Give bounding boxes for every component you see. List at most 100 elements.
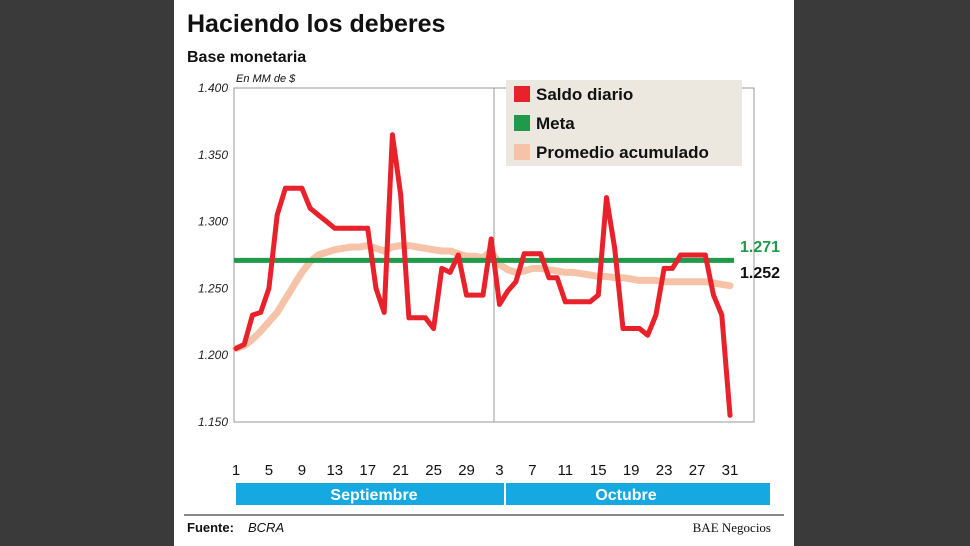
saldo-point [653,312,659,318]
saldo-point [571,299,576,305]
y-tick-label: 1.200 [198,348,228,362]
saldo-point [620,326,626,331]
saldo-point [702,252,708,258]
chart-subtitle: Base monetaria [187,49,306,66]
promedio-end-label: 1.252 [740,265,780,282]
x-tick-label: 11 [558,462,574,479]
saldo-point [340,225,346,231]
legend-label-meta: Meta [536,114,575,133]
saldo-point [719,312,725,318]
legend-swatch-saldo [514,86,530,102]
saldo-point [678,252,683,258]
saldo-point [250,312,255,318]
saldo-point [546,275,552,281]
saldo-point [694,252,700,258]
saldo-point [661,266,667,271]
legend-label-promedio: Promedio acumulado [536,143,709,162]
saldo-point [595,292,601,298]
saldo-point [365,225,371,231]
saldo-point [472,292,478,298]
saldo-point [670,266,675,271]
x-tick-label: 17 [359,462,376,479]
saldo-point [587,299,593,305]
saldo-point [406,315,412,321]
legend-box [506,80,742,166]
x-axis: 1 5 9 13 17 21 25 29 3 7 11 15 19 23 27 31 [232,462,739,479]
saldo-point [348,225,354,231]
chart-svg: Haciendo los deberes Base monetaria En M… [184,10,784,535]
saldo-point [315,212,321,218]
saldo-point [307,205,313,211]
saldo-point [513,279,519,285]
saldo-point [241,342,247,347]
x-tick-label: 29 [458,462,475,479]
x-tick-label: 23 [656,462,673,479]
saldo-point [612,245,618,251]
saldo-point [398,192,404,198]
saldo-point [390,132,395,138]
saldo-point [455,252,461,258]
x-tick-label: 25 [425,462,442,479]
saldo-point [686,252,692,258]
y-tick-label: 1.350 [198,148,228,162]
x-tick-label: 19 [623,462,640,479]
saldo-point [464,292,469,298]
legend-label-saldo: Saldo diario [536,85,633,104]
month-label-septiembre: Septiembre [330,487,417,504]
month-band-octubre [506,483,770,505]
saldo-point [562,299,568,305]
y-tick-label: 1.400 [198,81,228,95]
saldo-point [291,185,296,191]
saldo-point [497,302,502,307]
unit-note: En MM de $ [236,73,296,85]
y-tick-label: 1.150 [198,415,228,429]
y-tick-label: 1.250 [198,281,228,295]
x-tick-label: 31 [722,462,739,479]
x-tick-label: 5 [265,462,273,479]
saldo-point [431,326,436,331]
x-tick-label: 9 [298,462,306,479]
saldo-point [711,292,716,298]
legend: Saldo diario Meta Promedio acumulado [506,80,742,166]
month-label-octubre: Octubre [595,487,656,504]
source-value: BCRA [248,520,284,535]
x-tick-label: 13 [326,462,343,479]
saldo-point [266,286,272,291]
saldo-point [645,332,651,338]
saldo-point [628,326,634,331]
saldo-point [357,225,362,231]
x-tick-label: 27 [689,462,706,479]
saldo-point [373,286,379,291]
saldo-point [258,310,264,315]
x-tick-label: 7 [528,462,536,479]
y-axis: 1.150 1.200 1.250 1.300 1.350 1.400 [198,81,228,429]
saldo-point [332,225,338,231]
x-tick-label: 3 [495,462,503,479]
y-tick-label: 1.300 [198,215,228,229]
saldo-point [439,266,445,271]
meta-end-label: 1.271 [740,239,780,256]
data-points [233,132,733,418]
saldo-point [423,315,428,321]
x-tick-label: 1 [232,462,240,479]
saldo-point [554,275,560,281]
saldo-point [233,346,239,351]
brand-logo: BAE Negocios [693,520,771,535]
saldo-point [324,219,329,225]
saldo-point [521,251,527,257]
source-label: Fuente: [187,520,234,535]
saldo-point [381,310,387,315]
legend-swatch-meta [514,115,530,131]
saldo-point [538,251,543,257]
chart-panel: Haciendo los deberes Base monetaria En M… [174,0,794,546]
series-promedio-acumulado [232,242,734,352]
saldo-point [505,288,511,294]
legend-swatch-promedio [514,144,530,160]
x-tick-label: 15 [590,462,607,479]
saldo-point [637,326,642,331]
saldo-point [480,292,486,298]
saldo-point [299,185,305,191]
saldo-point [414,315,420,321]
month-band-septiembre [236,483,504,505]
saldo-point [579,299,585,305]
